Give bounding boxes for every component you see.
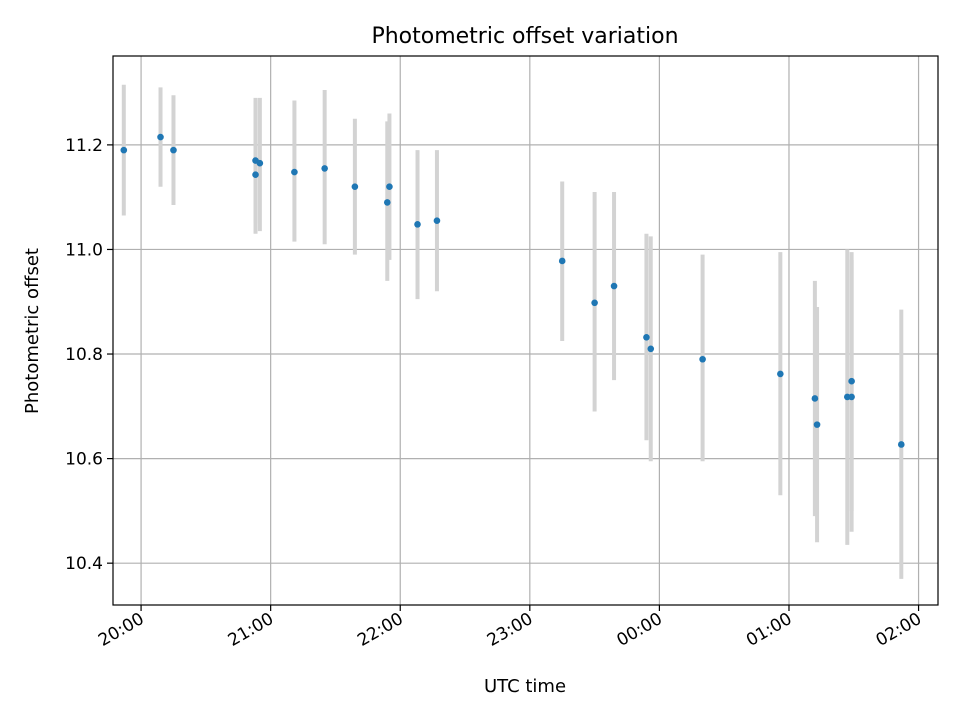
x-axis-label: UTC time (484, 676, 566, 697)
data-point (321, 165, 328, 172)
data-point (647, 345, 655, 353)
data-point (256, 159, 264, 167)
data-point (848, 377, 855, 385)
data-point (897, 441, 905, 448)
y-axis-ticks: 10.4 10.6 10.8 11.0 11.2 (65, 136, 113, 574)
data-point (386, 183, 393, 191)
data-point (643, 333, 650, 341)
data-point (414, 221, 421, 228)
data-point (120, 146, 128, 154)
data-point (157, 133, 164, 141)
chart-title: Photometric offset variation (371, 24, 678, 49)
y-tick-label: 11.0 (65, 240, 103, 260)
data-point (813, 421, 821, 428)
data-point (811, 395, 819, 402)
data-points (120, 133, 905, 448)
data-point (351, 183, 359, 191)
data-point (558, 257, 566, 265)
data-point (383, 199, 391, 206)
grid (113, 56, 938, 605)
y-axis-label: Photometric offset (22, 248, 43, 414)
data-point (291, 168, 298, 176)
y-tick-label: 10.6 (65, 450, 103, 470)
y-tick-label: 10.8 (65, 345, 103, 365)
data-point (433, 217, 441, 224)
data-point (848, 393, 855, 401)
plot-frame (112, 55, 939, 606)
y-tick-label: 11.2 (65, 136, 103, 156)
data-point (170, 146, 177, 154)
data-point (610, 282, 618, 290)
y-tick-label: 10.4 (65, 554, 103, 574)
data-point (777, 370, 784, 378)
data-point (699, 355, 706, 363)
data-point (252, 171, 259, 178)
data-point (591, 299, 598, 307)
